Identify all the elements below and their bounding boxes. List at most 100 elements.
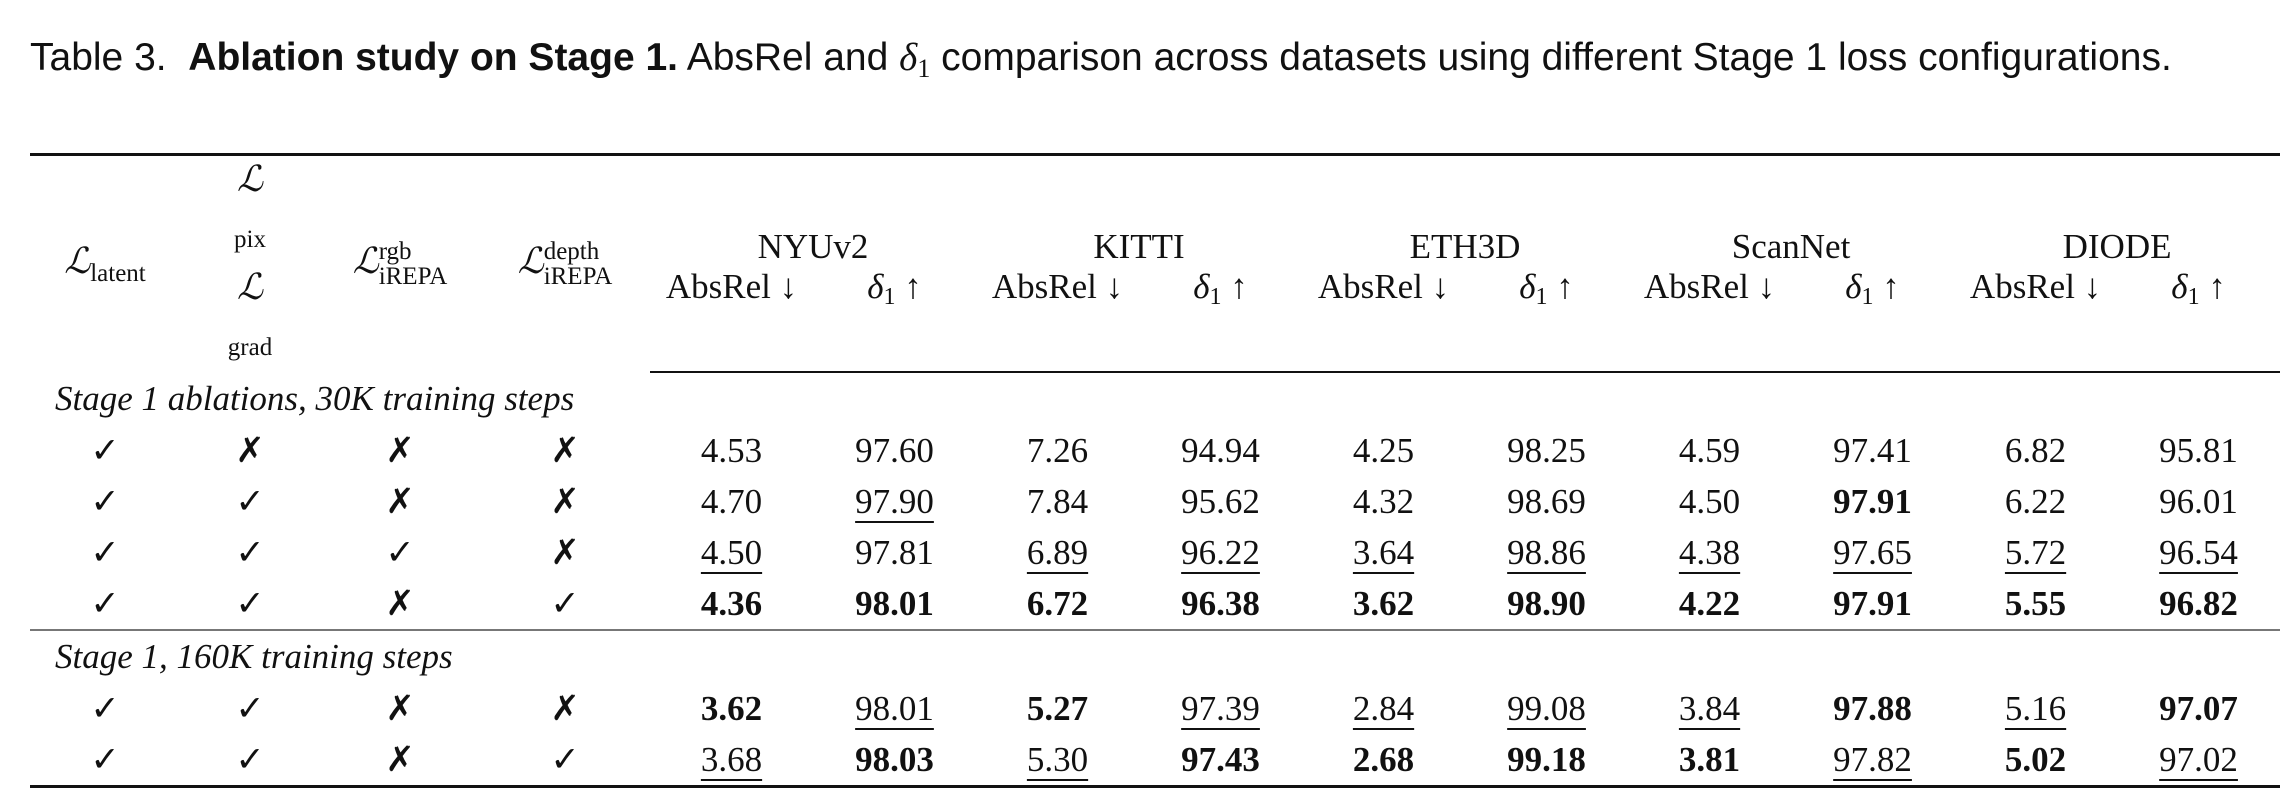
cross-icon-rgb-irepa: ✗: [385, 430, 415, 471]
cell-kitti-absrel: 6.72: [1026, 583, 1089, 623]
check-icon-latent: ✓: [90, 532, 120, 573]
cell-diode-absrel: 5.02: [1954, 734, 2118, 788]
cross-icon-rgb-irepa: ✗: [385, 688, 415, 729]
caption-text-after: comparison across datasets using differe…: [941, 36, 2172, 79]
cell-kitti-absrel: 5.30: [976, 734, 1140, 788]
cross-icon-depth-irepa: ✗: [550, 481, 580, 522]
cell-nyuv2-delta1: 98.01: [855, 583, 934, 623]
cell-diode-absrel: 6.82: [2004, 430, 2067, 470]
cell-eth3d-absrel: 3.64: [1352, 532, 1415, 572]
table-row: ✓ ✓ ✓ ✗ 4.50 97.81 6.89 96.22 3.64 98.86 4.38 97.65…: [30, 527, 2280, 578]
check-icon-pix-grad: ✓: [180, 734, 320, 788]
cell-nyuv2-absrel: 4.53: [700, 430, 763, 470]
check-icon-pix-grad: ✓: [235, 583, 265, 624]
check-icon-latent: ✓: [90, 583, 120, 624]
dataset-header-scannet: ScanNet: [1628, 153, 1955, 268]
dataset-header-eth3d: ETH3D: [1302, 153, 1629, 268]
cell-nyuv2-absrel: 3.68: [650, 734, 813, 788]
cell-nyuv2-absrel: 4.50: [700, 532, 763, 572]
cell-diode-delta1: 95.81: [2159, 430, 2238, 470]
cell-nyuv2-delta1: 97.81: [855, 532, 934, 572]
cell-scannet-delta1: 97.82: [1791, 734, 1955, 788]
cell-kitti-absrel: 7.84: [1026, 481, 1089, 521]
cell-kitti-absrel: 7.26: [1026, 430, 1089, 470]
cell-eth3d-delta1: 98.90: [1507, 583, 1586, 623]
header-row-2: AbsRel ↓ δ1 ↑ AbsRel ↓ δ1 ↑ AbsRel ↓ δ1 ↑ AbsR…: [30, 267, 2281, 373]
metric-header-absrel-scannet: AbsRel ↓: [1628, 267, 1792, 373]
metric-header-absrel-eth3d: AbsRel ↓: [1302, 267, 1466, 373]
cell-eth3d-absrel: 3.62: [1352, 583, 1415, 623]
cell-scannet-delta1: 97.88: [1833, 688, 1912, 728]
cross-icon-pix-grad: ✗: [235, 430, 265, 471]
cell-eth3d-delta1: 98.25: [1507, 430, 1586, 470]
cell-scannet-delta1: 97.91: [1833, 481, 1912, 521]
cell-diode-delta1: 96.82: [2159, 583, 2238, 623]
cell-eth3d-absrel: 4.32: [1352, 481, 1415, 521]
cell-scannet-delta1: 97.41: [1833, 430, 1912, 470]
cell-scannet-delta1: 97.91: [1833, 583, 1912, 623]
table-row: ✓ ✓ ✗ ✗ 4.70 97.90 7.84 95.62 4.32 98.69 4.50 97.91…: [30, 476, 2280, 527]
metric-header-absrel-nyuv2: AbsRel ↓: [650, 267, 813, 373]
cell-diode-delta1: 97.07: [2159, 688, 2238, 728]
cell-diode-absrel: 6.22: [2004, 481, 2067, 521]
metric-header-delta1-nyuv2: δ1 ↑: [813, 267, 977, 373]
table-row: ✓ ✗ ✗ ✗ 4.53 97.60 7.26 94.94 4.25 98.25 4.59 97.41…: [30, 425, 2280, 476]
cell-diode-delta1: 97.02: [2117, 734, 2281, 788]
dataset-header-nyuv2: NYUv2: [650, 153, 977, 268]
cell-nyuv2-absrel: 4.36: [700, 583, 763, 623]
check-icon-pix-grad: ✓: [235, 532, 265, 573]
cell-kitti-delta1: 97.39: [1181, 688, 1260, 728]
cell-eth3d-absrel: 4.25: [1352, 430, 1415, 470]
check-icon-latent: ✓: [90, 688, 120, 729]
cross-icon-depth-irepa: ✗: [550, 688, 580, 729]
table-caption: Table 3. Ablation study on Stage 1. AbsR…: [30, 30, 2280, 97]
cell-scannet-absrel: 4.59: [1678, 430, 1741, 470]
cell-eth3d-delta1: 99.08: [1507, 688, 1586, 728]
cell-kitti-absrel: 5.27: [1026, 688, 1089, 728]
cell-diode-absrel: 5.16: [2004, 688, 2067, 728]
cell-nyuv2-delta1: 97.90: [855, 481, 934, 521]
section-title: Stage 1 ablations, 30K training steps: [55, 379, 575, 418]
dataset-header-diode: DIODE: [1954, 153, 2281, 268]
table-row: ✓ ✓ ✗ ✓ 4.36 98.01 6.72 96.38 3.62 98.90 4.22 97.91…: [30, 578, 2280, 630]
check-icon-pix-grad: ✓: [235, 481, 265, 522]
table-row: ✓ ✓ ✗ ✗ 3.62 98.01 5.27 97.39 2.84 99.08 3.84 97.88…: [30, 683, 2280, 734]
section-title: Stage 1, 160K training steps: [30, 629, 2281, 683]
header-loss-latent: ℒlatent: [30, 153, 180, 372]
check-icon-latent: ✓: [90, 481, 120, 522]
cell-scannet-delta1: 97.65: [1833, 532, 1912, 572]
caption-label: Table 3.: [30, 36, 167, 79]
cell-scannet-absrel: 4.22: [1678, 583, 1741, 623]
cross-icon-depth-irepa: ✗: [550, 430, 580, 471]
cell-diode-absrel: 5.55: [2004, 583, 2067, 623]
cell-scannet-absrel: 3.84: [1678, 688, 1741, 728]
cell-nyuv2-delta1: 98.03: [813, 734, 977, 788]
cross-icon-rgb-irepa: ✗: [385, 481, 415, 522]
cell-kitti-delta1: 94.94: [1181, 430, 1260, 470]
cell-kitti-delta1: 97.43: [1139, 734, 1303, 788]
cell-nyuv2-delta1: 98.01: [855, 688, 934, 728]
cell-kitti-delta1: 96.38: [1181, 583, 1260, 623]
cell-scannet-absrel: 3.81: [1628, 734, 1792, 788]
metric-header-absrel-diode: AbsRel ↓: [1954, 267, 2118, 373]
cell-eth3d-absrel: 2.68: [1302, 734, 1466, 788]
cell-scannet-absrel: 4.38: [1678, 532, 1741, 572]
caption-text-before: AbsRel and: [686, 36, 889, 79]
section-header-row: Stage 1, 160K training steps: [30, 629, 2281, 683]
check-icon-rgb-irepa: ✓: [385, 532, 415, 573]
check-icon-depth-irepa: ✓: [480, 734, 650, 788]
cell-diode-absrel: 5.72: [2004, 532, 2067, 572]
metric-header-delta1-diode: δ1 ↑: [2117, 267, 2281, 373]
cell-scannet-absrel: 4.50: [1678, 481, 1741, 521]
cell-nyuv2-absrel: 3.62: [700, 688, 763, 728]
cell-eth3d-delta1: 98.86: [1507, 532, 1586, 572]
check-icon-latent: ✓: [90, 430, 120, 471]
metric-header-delta1-eth3d: δ1 ↑: [1465, 267, 1629, 373]
cell-kitti-delta1: 95.62: [1181, 481, 1260, 521]
cell-nyuv2-delta1: 97.60: [855, 430, 934, 470]
